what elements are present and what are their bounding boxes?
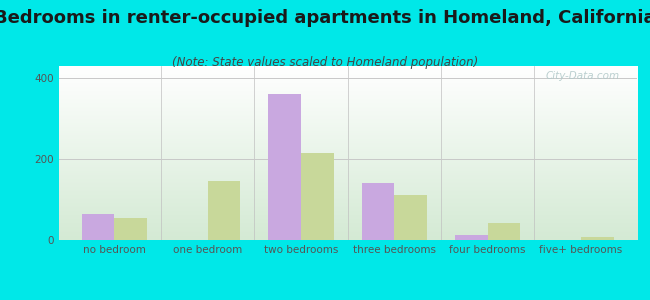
Text: City-Data.com: City-Data.com: [545, 71, 619, 81]
Bar: [114, 218, 147, 240]
Bar: [488, 223, 521, 240]
Text: Bedrooms in renter-occupied apartments in Homeland, California: Bedrooms in renter-occupied apartments i…: [0, 9, 650, 27]
Bar: [301, 153, 333, 240]
Bar: [208, 181, 240, 240]
Bar: [455, 235, 488, 240]
Bar: [82, 214, 114, 240]
Legend: Homeland, California: Homeland, California: [248, 298, 448, 300]
Text: (Note: State values scaled to Homeland population): (Note: State values scaled to Homeland p…: [172, 56, 478, 68]
Bar: [362, 183, 395, 240]
Bar: [395, 196, 427, 240]
Bar: [268, 94, 301, 240]
Bar: [581, 237, 614, 240]
